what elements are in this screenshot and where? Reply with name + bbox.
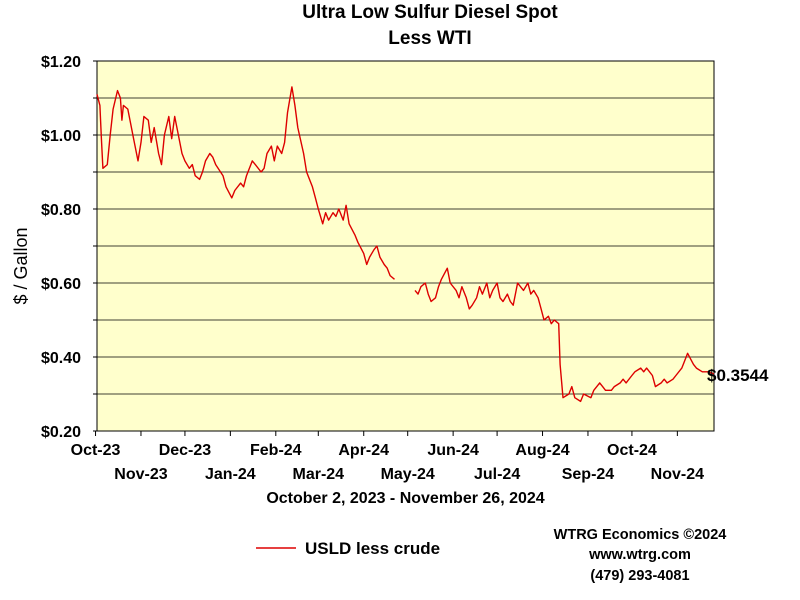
footer-company: WTRG Economics ©2024 [553, 527, 727, 543]
last-value-label: $0.3544 [707, 366, 769, 385]
series-line [96, 86, 395, 280]
chart-title: Ultra Low Sulfur Diesel Spot [302, 2, 558, 23]
y-tick-label: $1.20 [41, 54, 81, 71]
x-tick-label: Mar-24 [293, 466, 345, 483]
y-tick-label: $0.60 [41, 276, 81, 293]
x-tick-label: Jan-24 [205, 466, 256, 483]
x-tick-label: Nov-24 [651, 466, 704, 483]
y-tick-label: $0.80 [41, 202, 81, 219]
series-line [414, 267, 715, 403]
x-tick-label: Dec-23 [159, 442, 212, 459]
y-tick-label: $0.40 [41, 350, 81, 367]
legend-label: USLD less crude [305, 539, 440, 558]
x-tick-label: Jun-24 [427, 442, 479, 459]
x-tick-label: Jul-24 [474, 466, 520, 483]
x-tick-label: Nov-23 [114, 466, 167, 483]
x-tick-label: Apr-24 [338, 442, 389, 459]
footer-phone: (479) 293-4081 [590, 568, 690, 584]
chart-subtitle: Less WTI [388, 28, 472, 49]
x-axis-label: October 2, 2023 - November 26, 2024 [266, 490, 544, 507]
y-tick-label: $0.20 [41, 424, 81, 441]
x-tick-label: Feb-24 [250, 442, 302, 459]
x-tick-label: Oct-23 [71, 442, 121, 459]
footer-website: www.wtrg.com [589, 547, 691, 563]
y-tick-label: $1.00 [41, 128, 81, 145]
x-tick-label: Sep-24 [562, 466, 615, 483]
x-tick-label: Aug-24 [515, 442, 569, 459]
y-axis-label: $ / Gallon [11, 227, 31, 304]
x-tick-label: Oct-24 [607, 442, 657, 459]
x-tick-label: May-24 [381, 466, 435, 483]
